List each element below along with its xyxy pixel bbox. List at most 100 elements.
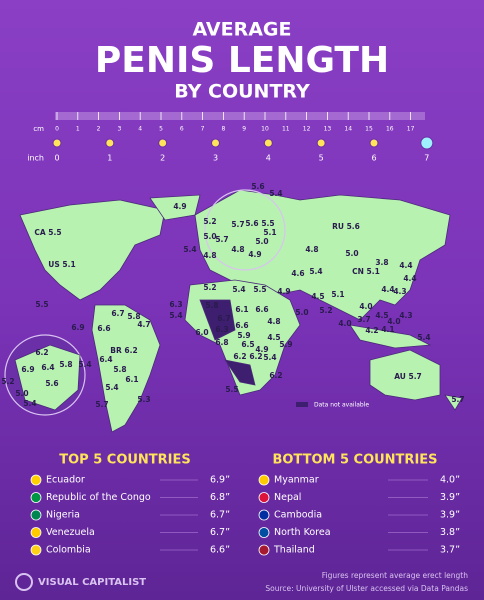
map-label: 6.1 (235, 305, 248, 314)
map-label: 6.2 (35, 348, 48, 357)
map-label: 4.0 (338, 319, 351, 328)
source: Source: University of Ulster accessed vi… (265, 584, 468, 593)
map-label: 5.7 (231, 220, 244, 229)
map-label: 5.0 (203, 232, 216, 241)
brand: VISUAL CAPITALIST (38, 577, 146, 588)
map-label: 5.4 (269, 189, 282, 198)
inch-tick (210, 138, 220, 148)
map-label: 4.8 (231, 245, 244, 254)
cm-tick-label: 16 (386, 126, 394, 133)
map-label: 4.1 (381, 325, 394, 334)
inch-tick-label: 1 (107, 154, 112, 163)
map-label: AU 5.7 (394, 372, 422, 381)
inch-tick-label: 7 (424, 154, 429, 163)
map-label: 6.4 (41, 363, 54, 372)
inch-tick (52, 138, 62, 148)
map-label: BR 6.2 (110, 346, 137, 355)
cm-tick-label: 9 (242, 126, 246, 133)
flag (30, 509, 42, 521)
flag (258, 544, 270, 556)
lists: TOP 5 COUNTRIES BOTTOM 5 COUNTRIES Ecuad… (30, 453, 460, 556)
map-label: CA 5.5 (34, 228, 61, 237)
map-label: 5.5 (35, 300, 48, 309)
country: Nepal (274, 492, 301, 503)
map-label: 4.4 (381, 285, 394, 294)
map-label: CN 5.1 (352, 267, 380, 276)
cm-label: cm (33, 125, 44, 133)
map-label: 5.9 (279, 340, 292, 349)
inch-tick (420, 136, 434, 150)
map-label: 6.5 (241, 340, 254, 349)
inch-tick (105, 138, 115, 148)
map-label: 6.0 (195, 328, 208, 337)
map-label: 6.9 (71, 323, 84, 332)
flag (258, 492, 270, 503)
map-label: 5.5 (253, 285, 266, 294)
world-map: Data not available 5.65.44.95.2RU 5.65.0… (1, 182, 465, 433)
map-label: 5.8 (59, 360, 72, 369)
country: Thailand (273, 545, 315, 556)
country: Cambodia (274, 510, 322, 521)
map-label: 5.4 (78, 360, 91, 369)
map-label: 4.4 (403, 274, 416, 283)
south-america (91, 304, 161, 433)
inch-tick-label: 0 (54, 154, 59, 163)
map-label: 6.2 (249, 352, 262, 361)
country: Republic of the Congo (46, 492, 151, 503)
inch-tick (369, 138, 379, 148)
map-label: 5.4 (263, 353, 276, 362)
map-label: 6.6 (97, 324, 110, 333)
map-label: 6.3 (169, 300, 182, 309)
legend-label: Data not available (314, 402, 369, 409)
map-label: 4.8 (305, 245, 318, 254)
logo (15, 573, 33, 591)
map-label: 4.9 (277, 287, 290, 296)
map-label: 4.8 (203, 251, 216, 260)
map-label: 5.6 (45, 379, 58, 388)
footer: VISUAL CAPITALIST Figures represent aver… (15, 571, 468, 593)
cm-tick-label: 3 (117, 126, 121, 133)
value: 6.8” (210, 492, 230, 503)
map-label: 5.1 (263, 228, 276, 237)
map-label: 5.7 (215, 235, 228, 244)
flag (258, 527, 270, 538)
cm-tick-label: 12 (303, 126, 311, 133)
country: Myanmar (274, 475, 319, 486)
cm-tick-label: 11 (282, 126, 290, 133)
inch-tick-label: 5 (319, 154, 324, 163)
map-label: 4.8 (267, 317, 280, 326)
country: North Korea (274, 527, 331, 538)
map-label: 5.0 (295, 308, 308, 317)
map-label: 4.2 (365, 326, 378, 335)
value: 6.7” (210, 510, 230, 521)
map-label: 5.8 (113, 365, 126, 374)
map-label: 4.9 (173, 202, 186, 211)
country: Colombia (46, 545, 91, 556)
map-label: 4.5 (311, 292, 324, 301)
map-label: 5.2 (319, 306, 332, 315)
map-label: 6.8 (215, 338, 228, 347)
cm-tick-label: 8 (221, 126, 225, 133)
inch-tick (316, 138, 326, 148)
map-label: 5.4 (23, 399, 36, 408)
map-label: 5.1 (331, 290, 344, 299)
map-label: 4.7 (137, 320, 150, 329)
value: 3.7” (440, 545, 460, 556)
inch-tick (263, 138, 273, 148)
value: 4.0” (440, 475, 460, 486)
cm-tick-label: 7 (201, 126, 205, 133)
inch-tick-label: 6 (371, 154, 376, 163)
map-label: 5.2 (1, 377, 14, 386)
map-label: 5.0 (345, 249, 358, 258)
title-line1: AVERAGE (192, 19, 291, 41)
value: 6.6” (210, 545, 230, 556)
map-label: 5.0 (15, 389, 28, 398)
north-america (19, 199, 166, 301)
map-label: 6.9 (21, 365, 34, 374)
map-label: 5.6 (245, 219, 258, 228)
map-label: 6.6 (255, 305, 268, 314)
map-label: 5.9 (237, 331, 250, 340)
note: Figures represent average erect length (322, 571, 468, 580)
map-label: 5.4 (417, 333, 430, 342)
